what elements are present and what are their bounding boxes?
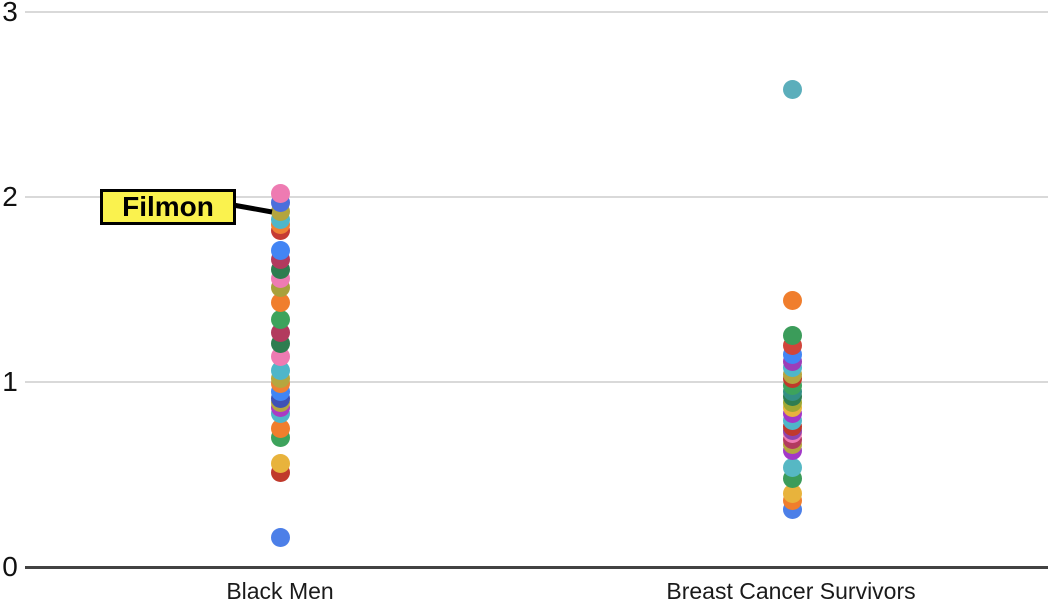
data-point xyxy=(782,326,802,346)
data-point xyxy=(782,80,802,100)
annotation-callout-filmon: Filmon xyxy=(100,189,236,225)
annotation-label: Filmon xyxy=(122,191,214,222)
y-tick-label-1: 1 xyxy=(2,366,18,397)
y-tick-label-3: 3 xyxy=(2,0,18,27)
data-point xyxy=(270,527,290,547)
x-axis-line xyxy=(25,566,1048,569)
x-axis-category-breast-cancer-survivors: Breast Cancer Survivors xyxy=(666,578,916,601)
data-point xyxy=(782,483,802,503)
gridline-2 xyxy=(25,196,1048,198)
data-point xyxy=(782,457,802,477)
data-point xyxy=(270,183,290,203)
data-point xyxy=(270,361,290,381)
data-point xyxy=(270,453,290,473)
data-point xyxy=(782,291,802,311)
x-axis-category-black-men: Black Men xyxy=(226,578,334,601)
data-point xyxy=(270,309,290,329)
data-point xyxy=(270,292,290,312)
gridline-1 xyxy=(25,381,1048,383)
data-point xyxy=(270,418,290,438)
y-tick-label-2: 2 xyxy=(2,181,18,212)
y-tick-label-0: 0 xyxy=(2,551,18,582)
data-point xyxy=(270,241,290,261)
gridline-3 xyxy=(25,11,1048,13)
